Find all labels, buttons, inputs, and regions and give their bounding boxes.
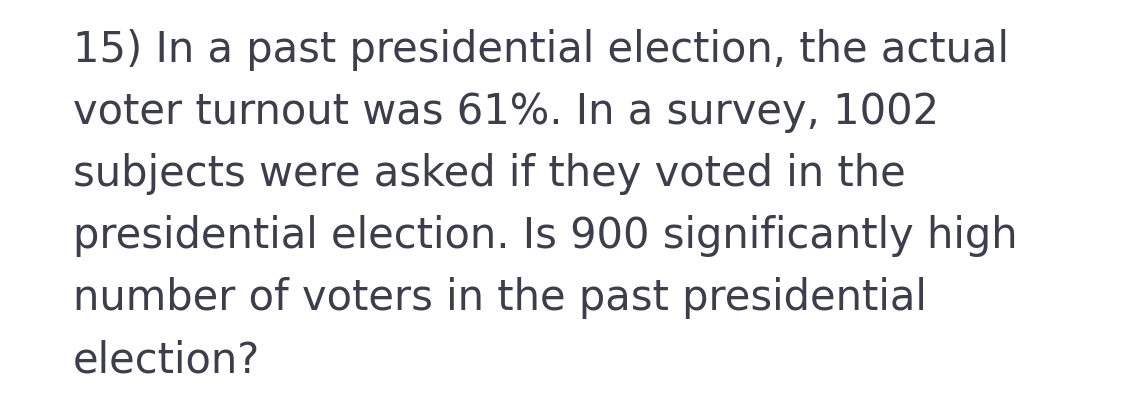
Text: 15) In a past presidential election, the actual: 15) In a past presidential election, the… xyxy=(73,29,1009,71)
Text: voter turnout was 61%. In a survey, 1002: voter turnout was 61%. In a survey, 1002 xyxy=(73,91,939,133)
Text: election?: election? xyxy=(73,339,260,381)
Text: number of voters in the past presidential: number of voters in the past presidentia… xyxy=(73,277,927,319)
Text: presidential election. Is 900 significantly high: presidential election. Is 900 significan… xyxy=(73,215,1018,257)
Text: subjects were asked if they voted in the: subjects were asked if they voted in the xyxy=(73,153,906,195)
